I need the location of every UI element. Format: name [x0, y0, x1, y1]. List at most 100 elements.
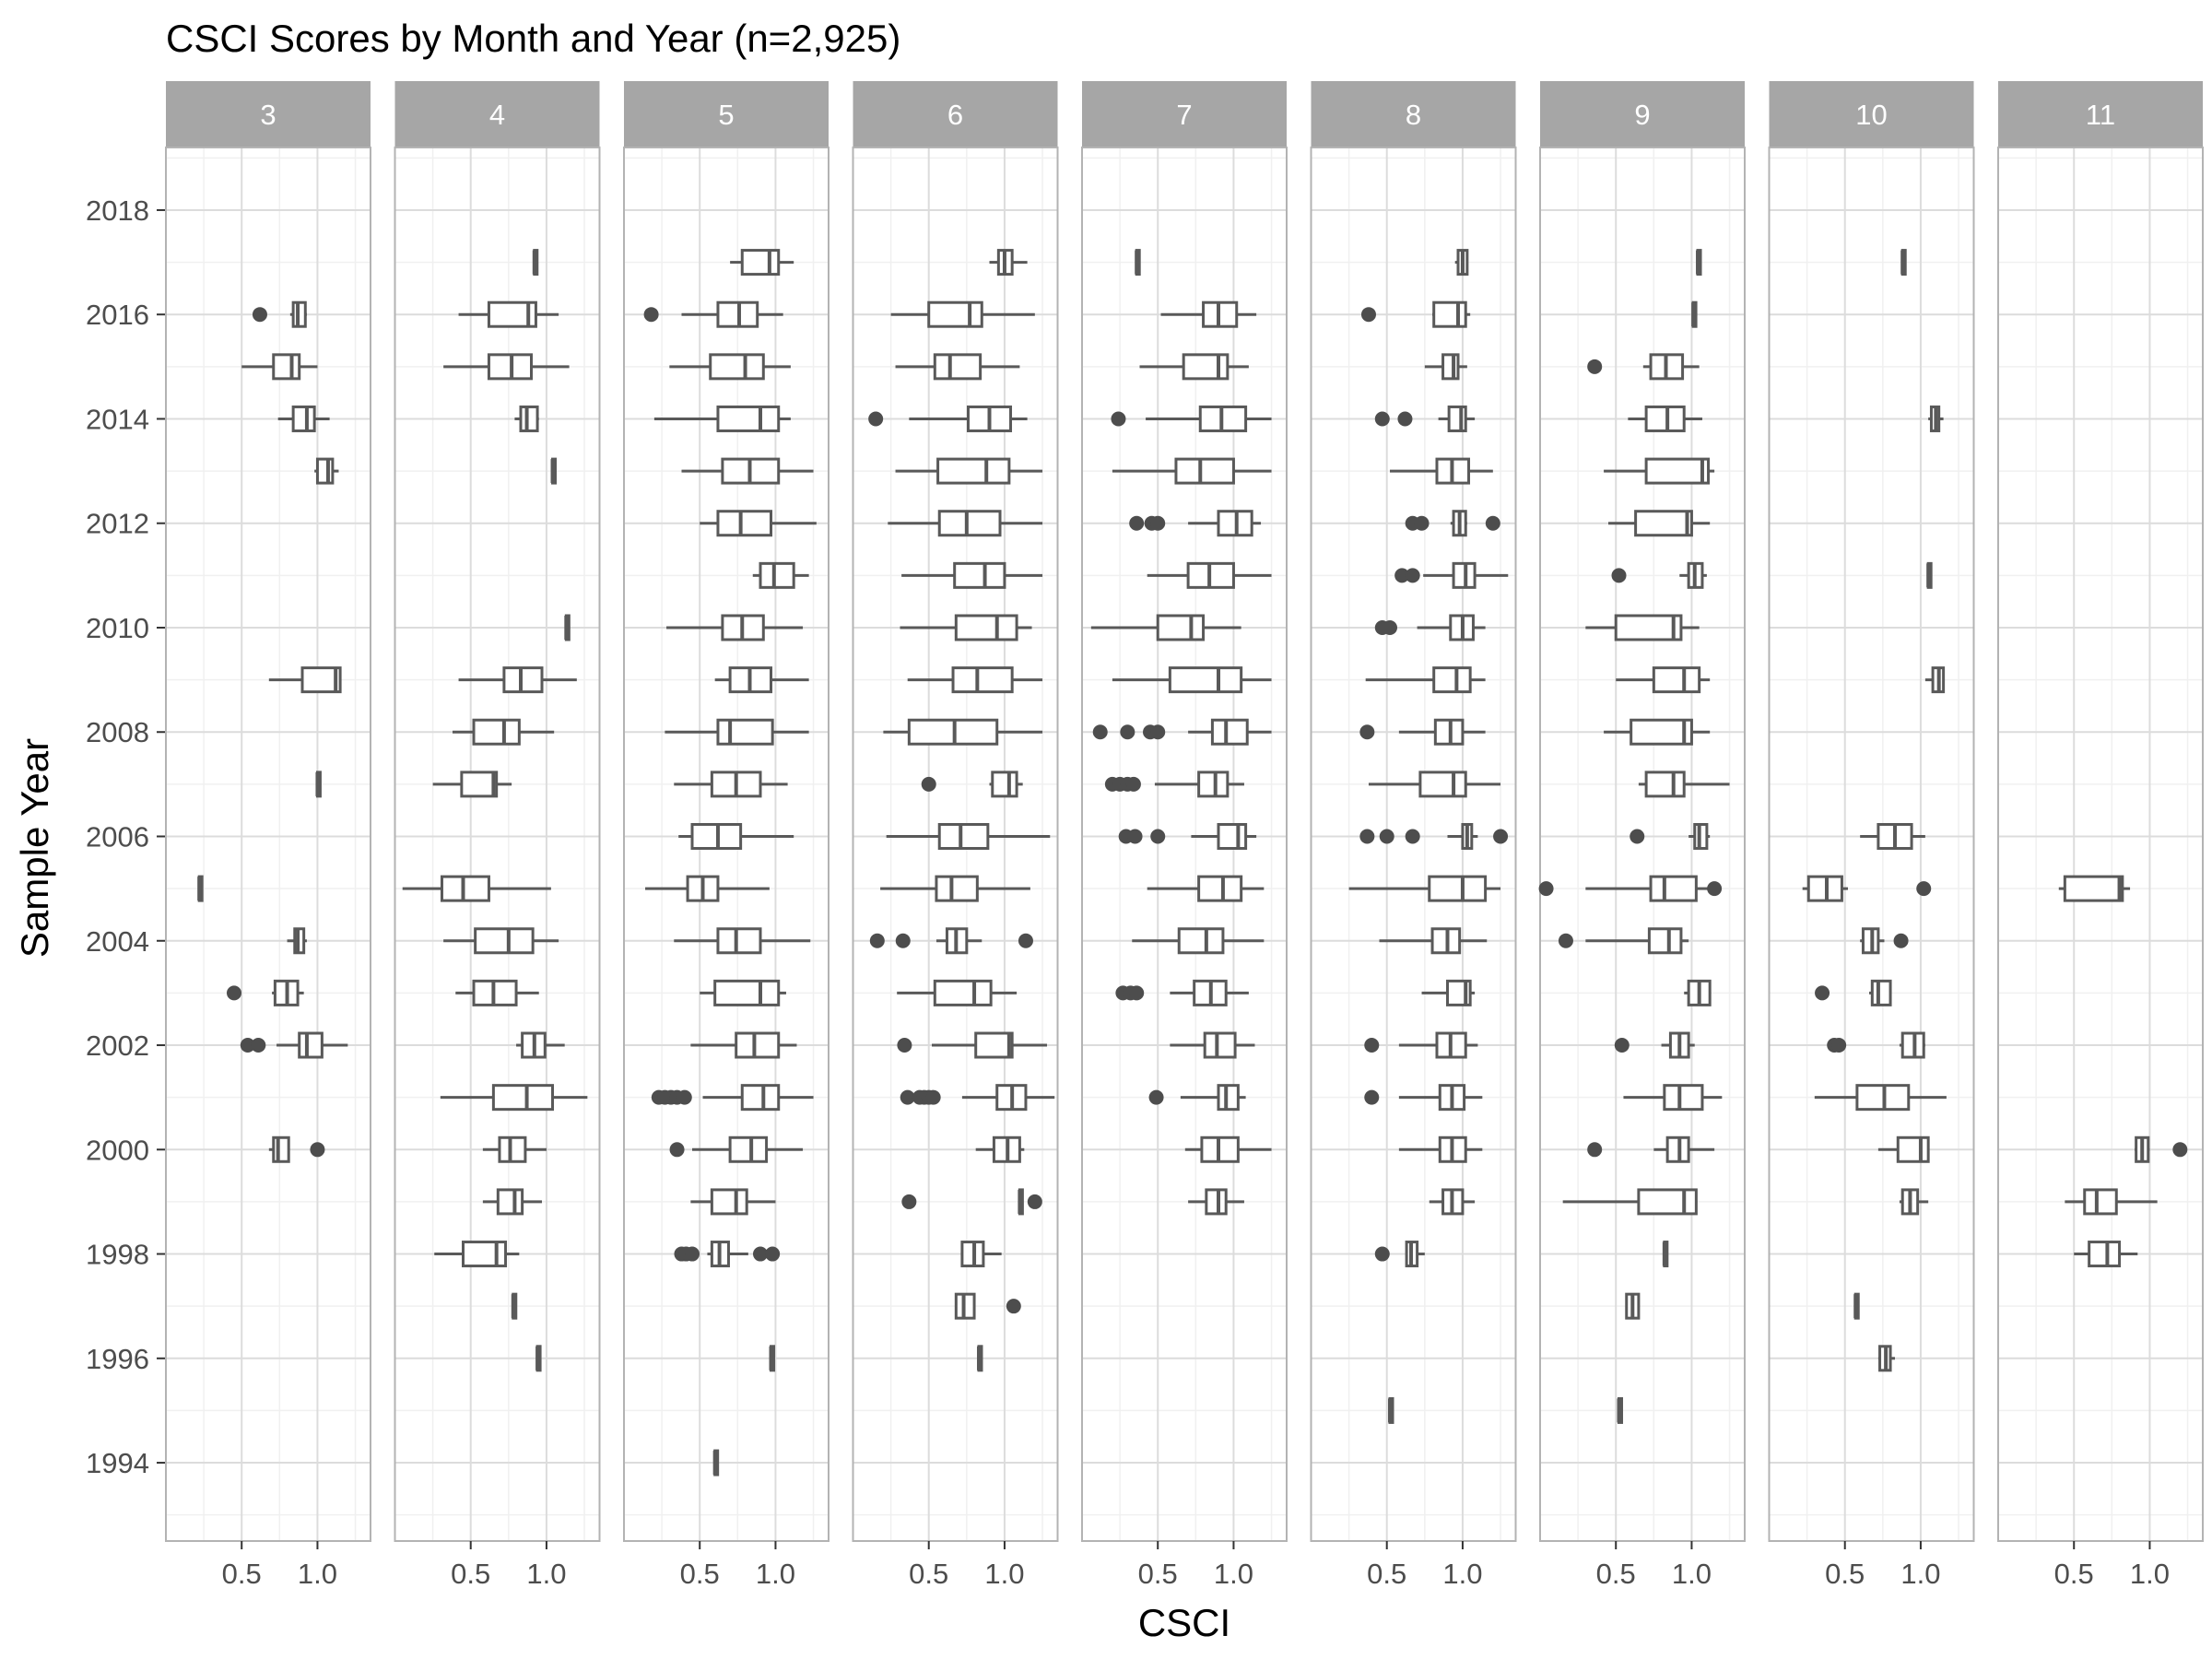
facet-strip — [1311, 81, 1516, 147]
boxplot-9-2009 — [1616, 666, 1711, 694]
outlier-point — [1027, 1194, 1042, 1209]
boxplot-8-2005 — [1348, 875, 1501, 902]
boxplot-10-2004 — [1860, 927, 1909, 955]
box-iqr — [474, 927, 535, 955]
boxplot-9-2002 — [1614, 1031, 1695, 1059]
boxplot-4-2008 — [452, 718, 555, 746]
boxplot-5-2014 — [653, 405, 791, 432]
outlier-point — [1364, 1038, 1380, 1053]
box-iqr — [1428, 875, 1488, 902]
boxplot-5-2011 — [752, 561, 809, 589]
outlier-point — [1150, 829, 1166, 844]
boxplot-8-1998 — [1374, 1241, 1425, 1268]
outlier-point — [1018, 933, 1033, 948]
outlier-point — [1360, 307, 1376, 323]
boxplot-6-1999 — [901, 1188, 1042, 1216]
boxplot-5-2017 — [730, 249, 794, 276]
facet-panel-month-7: 7 0.5 1.0 — [1081, 81, 1288, 1590]
outlier-point — [1587, 1142, 1603, 1158]
boxplot-6-2016 — [890, 300, 1035, 328]
boxplot-9-1998 — [1662, 1241, 1669, 1268]
boxplot-7-2005 — [1147, 875, 1265, 902]
boxplot-6-1996 — [976, 1345, 983, 1372]
box-iqr — [936, 457, 1011, 485]
outlier-point — [1120, 724, 1135, 740]
facet-strip-label: 5 — [718, 99, 734, 131]
boxplot-3-2014 — [277, 405, 330, 432]
boxplot-7-2017 — [1135, 249, 1141, 276]
boxplot-7-2007 — [1104, 771, 1244, 798]
outlier-point — [669, 1142, 685, 1158]
boxplot-6-2011 — [901, 561, 1043, 589]
box-iqr — [935, 875, 979, 902]
facet-strip — [394, 81, 600, 147]
panel-border — [1768, 147, 1975, 1542]
boxplot-6-2009 — [907, 666, 1043, 694]
y-tick-label: 2006 — [86, 821, 149, 853]
box-iqr — [460, 771, 499, 798]
boxplot-6-2007 — [921, 771, 1023, 798]
box-iqr — [1652, 666, 1701, 694]
outlier-point — [1359, 724, 1375, 740]
boxplot-6-2008 — [883, 718, 1043, 746]
boxplot-9-2016 — [1691, 300, 1698, 328]
outlier-point — [227, 985, 241, 1001]
box-iqr — [1644, 771, 1686, 798]
x-tick-label: 1.0 — [756, 1558, 795, 1590]
box-iqr — [991, 771, 1018, 798]
boxplot-6-1998 — [960, 1241, 1002, 1268]
boxplot-7-2013 — [1112, 457, 1272, 485]
outlier-point — [1630, 829, 1645, 844]
boxplot-5-2004 — [674, 927, 811, 955]
box-iqr — [1432, 666, 1472, 694]
facet-panel-month-4: 4 0.5 1.0 — [394, 81, 601, 1590]
boxplot-9-2006 — [1630, 823, 1711, 851]
facet-strip-label: 4 — [489, 99, 505, 131]
boxplot-7-2008 — [1092, 718, 1272, 746]
boxplot-7-2016 — [1160, 300, 1257, 328]
boxplot-6-2013 — [895, 457, 1043, 485]
box-iqr — [298, 1031, 324, 1059]
x-tick-label: 0.5 — [2054, 1558, 2094, 1590]
box-iqr — [1634, 510, 1693, 537]
box-iqr — [291, 405, 316, 432]
outlier-point — [1397, 411, 1413, 427]
outlier-point — [1394, 568, 1410, 583]
outlier-point — [869, 933, 885, 948]
boxplot-6-2010 — [900, 614, 1032, 641]
x-tick-label: 1.0 — [2130, 1558, 2170, 1590]
boxplot-4-1998 — [434, 1241, 520, 1268]
box-iqr — [1182, 353, 1230, 381]
panel-border — [1310, 147, 1517, 1542]
outlier-point — [1150, 724, 1166, 740]
boxplot-5-1999 — [690, 1188, 776, 1216]
boxplot-5-2003 — [700, 979, 786, 1006]
boxplot-10-1999 — [1899, 1188, 1929, 1216]
box-iqr — [937, 510, 1002, 537]
boxplot-5-2005 — [645, 875, 770, 902]
y-axis: 1994 1996 1998 2000 2002 2004 2006 2008 2010 2012… — [86, 194, 165, 1479]
boxplot-3-2007 — [315, 771, 322, 798]
outlier-point — [868, 411, 884, 427]
boxplot-8-2003 — [1421, 979, 1476, 1006]
x-axis-title: CSCI — [1138, 1601, 1230, 1644]
x-tick-label: 1.0 — [1672, 1558, 1712, 1590]
panel-border — [1081, 147, 1288, 1542]
boxplot-4-2002 — [516, 1031, 565, 1059]
y-tick-label: 2000 — [86, 1134, 149, 1166]
boxplot-10-1996 — [1877, 1345, 1895, 1372]
y-tick-label: 1994 — [86, 1447, 149, 1479]
box-iqr — [462, 1241, 508, 1268]
y-tick-label: 2018 — [86, 194, 149, 227]
boxplot-4-2000 — [482, 1135, 547, 1163]
outlier-point — [1405, 568, 1420, 583]
outlier-point — [900, 1089, 915, 1105]
outlier-point — [1558, 933, 1573, 948]
y-tick-label: 2002 — [86, 1030, 149, 1062]
box-iqr — [1649, 875, 1698, 902]
boxplot-6-2015 — [895, 353, 1020, 381]
outlier-point — [1092, 724, 1108, 740]
outlier-point — [895, 933, 911, 948]
boxplot-6-2005 — [880, 875, 1030, 902]
box-iqr — [272, 353, 301, 381]
